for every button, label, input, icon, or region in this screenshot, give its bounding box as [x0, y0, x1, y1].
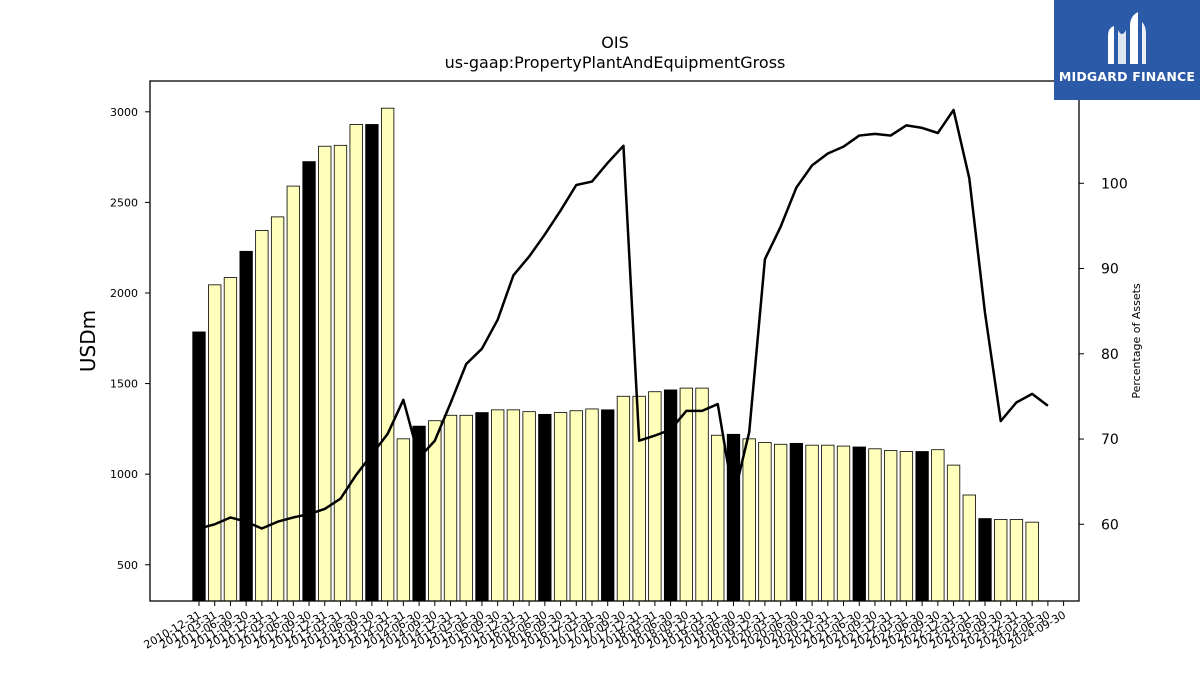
bar: [994, 519, 1008, 602]
bar: [758, 442, 772, 602]
bar: [679, 387, 693, 602]
bar: [648, 391, 662, 602]
bar: [1009, 519, 1024, 602]
bar: [365, 124, 379, 602]
bar: [663, 389, 678, 602]
bar: [286, 185, 300, 602]
bar: [852, 446, 866, 602]
chart-subtitle: us-gaap:PropertyPlantAndEquipmentGross: [445, 53, 786, 72]
bar: [899, 451, 914, 602]
bar: [821, 444, 835, 602]
bar: [931, 449, 945, 602]
bar: [695, 387, 709, 602]
bar: [805, 444, 819, 602]
bar: [836, 445, 851, 602]
plot-frame: [149, 80, 1080, 602]
y-axis-left: 500 1000 1500 2000 2500 3000: [110, 106, 150, 572]
brand-logo: MIDGARD FINANCE: [1054, 0, 1200, 100]
bar: [428, 420, 442, 602]
y-tick-label: 500: [117, 559, 138, 572]
bar: [506, 409, 521, 602]
bar: [333, 144, 348, 602]
bar: [270, 216, 285, 602]
bar: [349, 124, 363, 602]
percentage-line: [198, 108, 1049, 530]
bar: [962, 494, 976, 602]
bar: [223, 277, 238, 602]
bar: [711, 434, 725, 602]
bar: [553, 412, 568, 602]
bar: [491, 409, 505, 602]
y2-tick-label: 60: [1101, 517, 1119, 533]
bar: [773, 443, 788, 602]
bar: [522, 411, 536, 602]
bar: [192, 331, 206, 602]
bar: [459, 414, 473, 602]
y-tick-label: 3000: [110, 106, 138, 119]
y-tick-label: 2000: [110, 287, 138, 300]
bar: [915, 451, 929, 602]
bar: [585, 408, 599, 602]
bar: [884, 450, 898, 602]
bar: [396, 438, 411, 602]
bar: [318, 145, 332, 602]
bar: [601, 409, 615, 602]
y2-tick-label: 70: [1101, 432, 1119, 448]
line-series: [198, 108, 1049, 530]
bar: [616, 395, 631, 602]
bar: [538, 413, 552, 602]
y-tick-label: 1000: [110, 468, 138, 481]
bar: [978, 518, 992, 602]
bar: [302, 161, 316, 602]
logo-text: MIDGARD FINANCE: [1058, 69, 1196, 84]
bar: [569, 410, 583, 602]
y-tick-label: 2500: [110, 196, 138, 209]
bar: [255, 230, 269, 602]
bar: [868, 448, 882, 602]
bar: [239, 250, 253, 602]
y2-tick-label: 90: [1101, 262, 1119, 278]
y-axis-right: 60 70 80 90 100: [1079, 176, 1128, 533]
bar: [380, 107, 395, 602]
bar: [742, 438, 756, 602]
bar: [475, 412, 489, 602]
y2-tick-label: 80: [1101, 347, 1119, 363]
x-axis: 2010-12-312011-03-312011-06-302011-09-30…: [142, 601, 1068, 652]
y-axis-label: USDm: [76, 310, 100, 372]
bar: [946, 464, 961, 602]
bar: [208, 284, 222, 602]
bar: [789, 442, 804, 602]
bar: [726, 433, 741, 602]
chart-title: OIS: [601, 33, 628, 52]
y2-tick-label: 100: [1101, 176, 1128, 192]
bar: [443, 414, 458, 602]
bar: [1025, 521, 1039, 602]
bar-series: [192, 107, 1039, 602]
y2-axis-label: Percentage of Assets: [1130, 283, 1143, 399]
y-tick-label: 1500: [110, 378, 138, 391]
midgard-logo-icon: [1108, 12, 1146, 64]
